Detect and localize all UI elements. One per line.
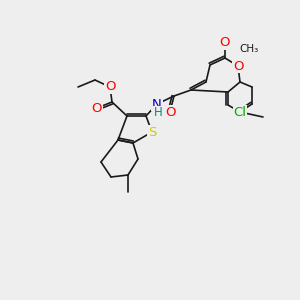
Text: O: O	[92, 101, 102, 115]
Text: O: O	[220, 37, 230, 50]
Text: O: O	[165, 106, 175, 118]
Text: N: N	[152, 98, 162, 110]
Text: H: H	[154, 106, 162, 119]
Text: S: S	[148, 125, 156, 139]
Text: O: O	[233, 59, 243, 73]
Text: O: O	[105, 80, 115, 94]
Text: Cl: Cl	[233, 106, 247, 118]
Text: CH₃: CH₃	[239, 44, 258, 54]
